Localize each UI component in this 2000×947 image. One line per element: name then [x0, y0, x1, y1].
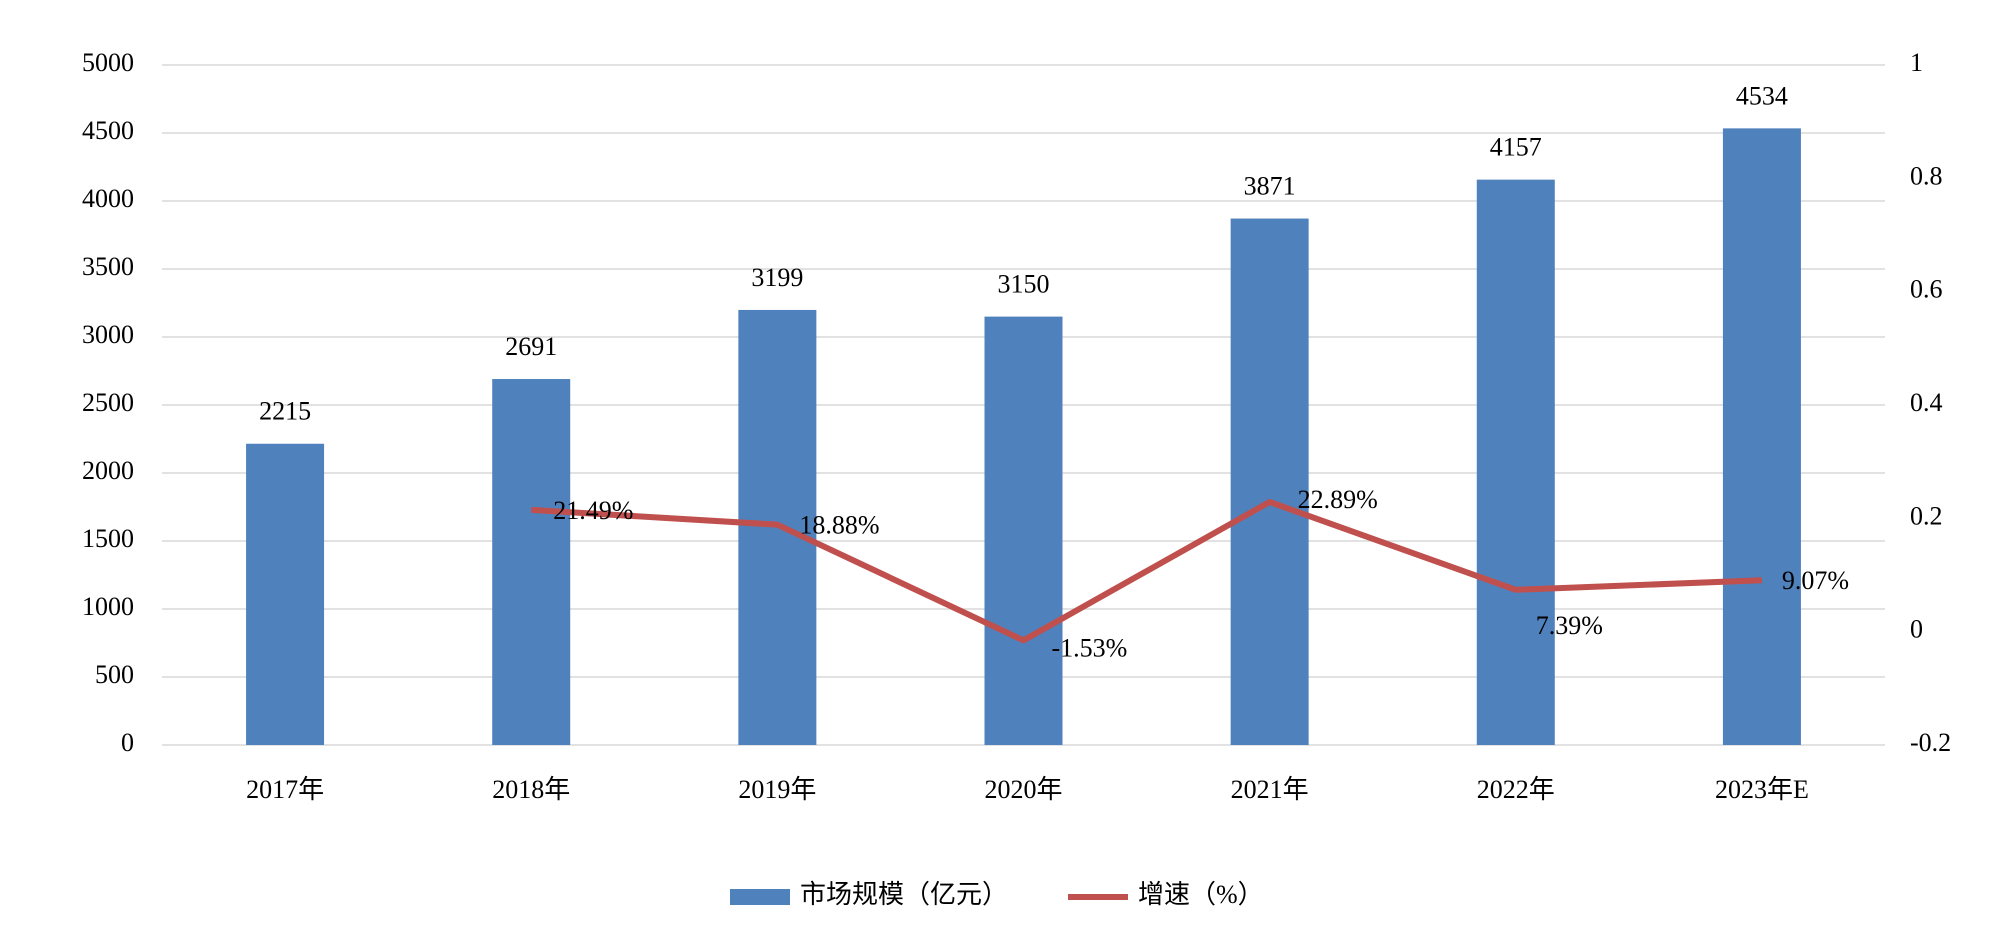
y2-tick-label: 0.6 [1910, 275, 1943, 304]
x-tick-label: 2023年E [1715, 775, 1809, 804]
x-tick-label: 2022年 [1477, 775, 1555, 804]
legend-swatch [730, 889, 790, 905]
data-label: 4157 [1490, 133, 1542, 162]
bar [1722, 128, 1801, 746]
x-tick-label: 2019年 [738, 775, 816, 804]
data-label: 3871 [1244, 172, 1296, 201]
legend-label: 增速（%） [1138, 880, 1264, 909]
data-label: 18.88% [799, 511, 879, 540]
y2-tick-label: 1 [1910, 48, 1923, 77]
y-tick-label: 2500 [82, 388, 134, 417]
y2-tick-label: 0 [1910, 615, 1923, 644]
y2-tick-label: -0.2 [1910, 728, 1951, 757]
y-tick-label: 500 [95, 660, 134, 689]
y2-tick-label: 0.8 [1910, 161, 1943, 190]
x-tick-label: 2017年 [246, 775, 324, 804]
y-tick-label: 3500 [82, 252, 134, 281]
bar [1230, 218, 1309, 745]
data-label: 21.49% [553, 496, 633, 525]
bar [492, 379, 571, 745]
y-tick-label: 3000 [82, 320, 134, 349]
y2-tick-label: 0.4 [1910, 388, 1943, 417]
line [531, 498, 1763, 644]
x-tick-label: 2020年 [984, 775, 1062, 804]
y2-tick-label: 0.2 [1910, 501, 1943, 530]
x-tick-label: 2021年 [1231, 775, 1309, 804]
y-tick-label: 2000 [82, 456, 134, 485]
bar [246, 443, 325, 745]
data-label: 22.89% [1298, 485, 1378, 514]
y-tick-label: 1000 [82, 592, 134, 621]
legend-label: 市场规模（亿元） [800, 880, 1008, 909]
x-tick-label: 2018年 [492, 775, 570, 804]
bar [984, 316, 1063, 745]
y-tick-label: 1500 [82, 524, 134, 553]
bar [1476, 179, 1555, 745]
data-label: 3199 [751, 263, 803, 292]
y-tick-label: 4500 [82, 116, 134, 145]
y-tick-label: 5000 [82, 48, 134, 77]
data-label: 9.07% [1782, 566, 1849, 595]
data-label: 4534 [1736, 81, 1788, 110]
y-tick-label: 4000 [82, 184, 134, 213]
data-label: -1.53% [1052, 633, 1128, 662]
data-label: 2691 [505, 332, 557, 361]
data-label: 7.39% [1536, 611, 1603, 640]
data-label: 3150 [998, 270, 1050, 299]
y-tick-label: 0 [121, 728, 134, 757]
data-label: 2215 [259, 397, 311, 426]
